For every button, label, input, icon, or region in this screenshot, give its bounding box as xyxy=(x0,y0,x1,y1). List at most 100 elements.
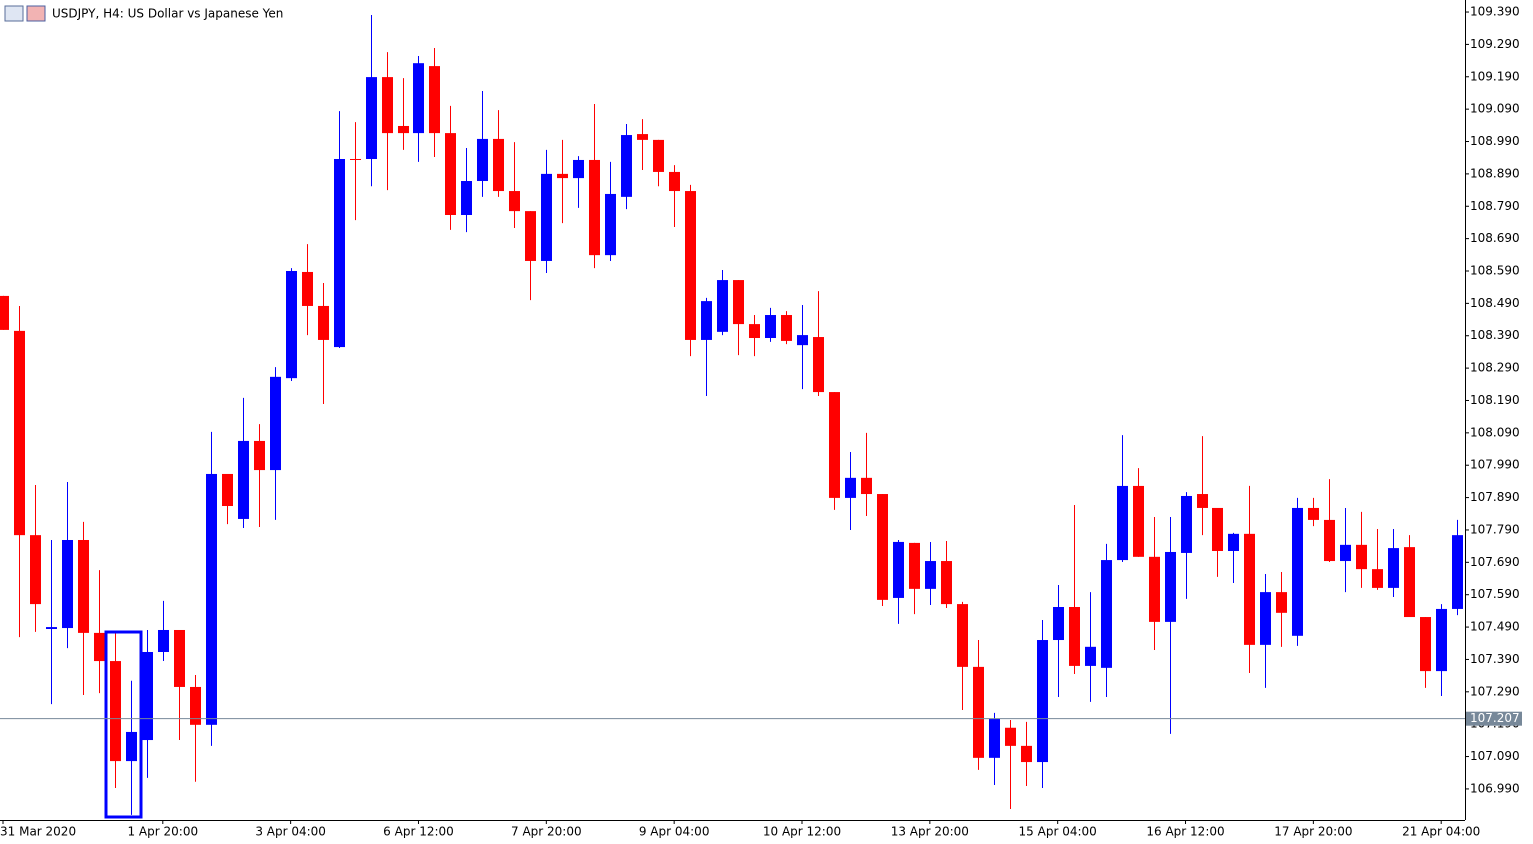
body xyxy=(1324,519,1335,562)
y-tick-label: 108.390 xyxy=(1470,328,1520,342)
y-tick-label: 107.890 xyxy=(1470,490,1520,504)
x-tick-label: 31 Mar 2020 xyxy=(0,825,76,839)
body xyxy=(701,301,712,340)
body xyxy=(781,315,792,341)
y-tick-label: 107.690 xyxy=(1470,555,1520,569)
body xyxy=(1101,560,1112,668)
y-tick-label: 109.290 xyxy=(1470,37,1520,51)
body xyxy=(1244,533,1255,645)
body xyxy=(206,473,217,725)
body xyxy=(334,158,345,348)
body xyxy=(382,77,393,134)
y-tick-label: 108.590 xyxy=(1470,263,1520,277)
x-tick-label: 3 Apr 04:00 xyxy=(255,825,326,839)
body xyxy=(0,295,9,330)
body xyxy=(286,270,297,379)
y-tick-label: 108.690 xyxy=(1470,231,1520,245)
y-tick-label: 109.190 xyxy=(1470,69,1520,83)
y-tick-label: 107.990 xyxy=(1470,458,1520,472)
body xyxy=(1212,507,1223,552)
body xyxy=(541,173,552,261)
y-tick-label: 107.790 xyxy=(1470,522,1520,536)
body xyxy=(270,376,281,471)
highlight-box xyxy=(104,630,143,819)
body xyxy=(1308,507,1319,520)
body xyxy=(669,171,680,192)
body xyxy=(1005,727,1016,746)
current-price-label: 107.207 xyxy=(1470,711,1520,725)
body xyxy=(845,477,856,498)
body xyxy=(1404,547,1415,618)
y-tick-label: 107.490 xyxy=(1470,620,1520,634)
x-tick-label: 10 Apr 12:00 xyxy=(763,825,841,839)
x-tick-label: 17 Apr 20:00 xyxy=(1274,825,1352,839)
x-tick-label: 13 Apr 20:00 xyxy=(891,825,969,839)
body xyxy=(445,133,456,215)
body xyxy=(557,173,568,179)
body xyxy=(1037,640,1048,763)
x-tick-label: 16 Apr 12:00 xyxy=(1146,825,1224,839)
body xyxy=(957,604,968,667)
body xyxy=(1276,592,1287,613)
body xyxy=(509,191,520,212)
body xyxy=(302,271,313,306)
body xyxy=(621,135,632,197)
body xyxy=(989,719,1000,758)
body xyxy=(1260,592,1271,645)
body xyxy=(525,211,536,261)
y-tick-label: 107.290 xyxy=(1470,684,1520,698)
body xyxy=(1388,548,1399,588)
body xyxy=(30,535,41,605)
body xyxy=(1149,556,1160,622)
body xyxy=(877,494,888,600)
body xyxy=(925,561,936,589)
x-tick-label: 15 Apr 04:00 xyxy=(1019,825,1097,839)
body xyxy=(589,159,600,256)
body xyxy=(318,305,329,340)
y-tick-label: 106.990 xyxy=(1470,781,1520,795)
body xyxy=(861,477,872,495)
body xyxy=(1085,646,1096,666)
body xyxy=(1117,485,1128,561)
body xyxy=(653,139,664,172)
y-tick-label: 108.490 xyxy=(1470,296,1520,310)
icon xyxy=(26,5,46,22)
body xyxy=(477,138,488,182)
body xyxy=(1340,544,1351,562)
body xyxy=(909,542,920,589)
y-tick-label: 108.790 xyxy=(1470,199,1520,213)
x-tick-label: 7 Apr 20:00 xyxy=(511,825,582,839)
body xyxy=(190,686,201,725)
y-tick-label: 107.390 xyxy=(1470,652,1520,666)
body xyxy=(461,181,472,215)
body xyxy=(78,539,89,633)
body xyxy=(429,66,440,134)
x-tick-label: 21 Apr 04:00 xyxy=(1402,825,1480,839)
icon xyxy=(4,5,24,22)
body xyxy=(941,561,952,605)
body xyxy=(685,191,696,340)
body xyxy=(126,731,137,762)
body xyxy=(62,539,73,629)
body xyxy=(222,473,233,507)
body xyxy=(637,134,648,140)
y-tick-label: 108.190 xyxy=(1470,393,1520,407)
body xyxy=(797,335,808,346)
body xyxy=(1021,745,1032,763)
body xyxy=(973,666,984,758)
body xyxy=(1133,485,1144,557)
body xyxy=(94,632,105,662)
body xyxy=(573,159,584,179)
body xyxy=(1069,607,1080,666)
current-price-box xyxy=(1466,711,1522,726)
body xyxy=(1452,535,1463,609)
body xyxy=(749,324,760,339)
body xyxy=(366,77,377,159)
body xyxy=(1181,495,1192,553)
body xyxy=(893,541,904,598)
body xyxy=(238,440,249,519)
y-tick-label: 108.290 xyxy=(1470,361,1520,375)
body xyxy=(158,629,169,652)
